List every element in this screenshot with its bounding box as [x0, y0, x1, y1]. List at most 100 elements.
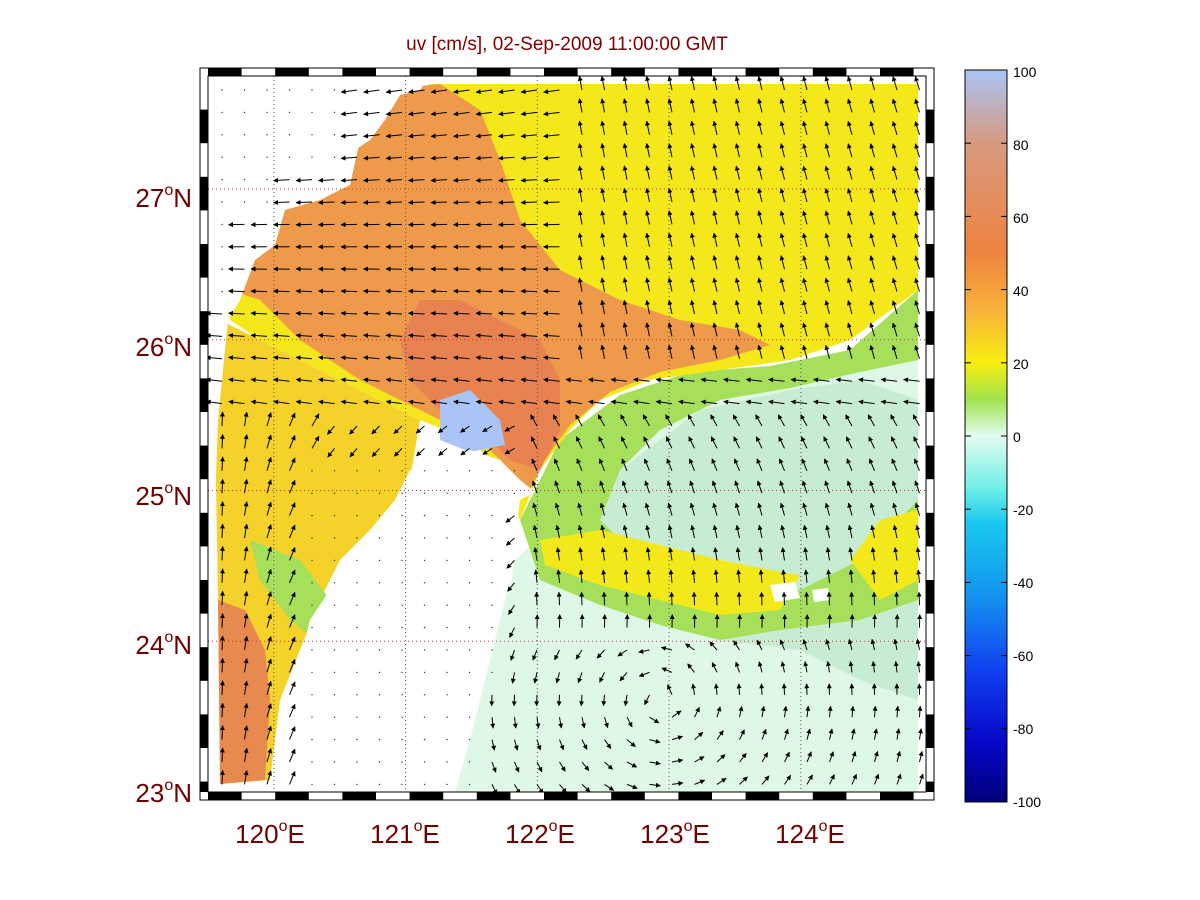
vector-dot	[468, 537, 471, 539]
velocity-arrow	[891, 255, 898, 270]
velocity-arrow	[498, 288, 515, 294]
velocity-arrow	[430, 377, 448, 383]
velocity-arrow	[723, 399, 740, 405]
velocity-arrow	[779, 299, 785, 315]
velocity-arrow	[880, 399, 898, 405]
speed-field	[208, 76, 918, 792]
velocity-arrow	[460, 425, 470, 433]
velocity-arrow	[779, 98, 785, 113]
velocity-arrow	[847, 277, 853, 292]
vector-dot	[446, 559, 448, 562]
velocity-arrow	[604, 739, 612, 749]
vector-dot	[491, 514, 493, 517]
velocity-arrow	[623, 547, 629, 561]
colorbar-label-minus60: -60	[1013, 648, 1033, 664]
velocity-arrow	[243, 546, 249, 561]
vector-dot	[401, 694, 403, 696]
frame-seg-left	[200, 714, 208, 748]
velocity-arrow	[243, 456, 249, 471]
velocity-arrow	[349, 448, 358, 458]
velocity-arrow	[208, 377, 223, 383]
velocity-arrow	[802, 639, 808, 651]
velocity-arrow	[620, 436, 628, 449]
vector-dot	[491, 626, 493, 629]
vector-dot	[266, 89, 268, 91]
frame-seg-right	[926, 378, 934, 412]
velocity-arrow	[914, 344, 920, 359]
speed-region-green-fringe	[250, 540, 330, 640]
frame-seg-left	[200, 311, 208, 345]
velocity-arrow	[757, 344, 763, 359]
velocity-arrow	[408, 111, 425, 117]
velocity-arrow	[745, 399, 763, 405]
velocity-arrow	[823, 436, 830, 449]
velocity-arrow	[408, 89, 425, 95]
velocity-arrow	[565, 399, 583, 405]
velocity-arrow	[633, 399, 650, 405]
velocity-arrow	[845, 436, 853, 449]
velocity-arrow	[453, 111, 470, 117]
velocity-arrow	[847, 76, 853, 91]
vector-dot	[266, 134, 268, 136]
velocity-arrow	[779, 76, 785, 91]
velocity-arrow	[575, 436, 583, 449]
velocity-arrow	[266, 479, 273, 494]
velocity-arrow	[655, 399, 673, 405]
velocity-arrow	[847, 210, 853, 225]
velocity-arrow	[781, 591, 787, 606]
colorbar-label-0: 0	[1013, 429, 1021, 445]
velocity-arrow	[408, 355, 425, 361]
velocity-arrow	[784, 728, 789, 740]
vector-dot	[423, 492, 426, 494]
velocity-arrow	[655, 377, 673, 383]
velocity-arrow	[512, 717, 518, 729]
vector-dot	[423, 671, 426, 674]
velocity-arrow	[669, 591, 675, 606]
velocity-arrow	[869, 165, 875, 180]
vector-dot	[333, 134, 336, 136]
velocity-arrow	[580, 717, 586, 729]
velocity-arrow	[869, 232, 875, 247]
velocity-arrow	[520, 111, 538, 117]
vector-dot	[356, 761, 358, 763]
velocity-arrow	[340, 377, 358, 383]
velocity-arrow	[577, 76, 583, 91]
velocity-arrow	[600, 322, 606, 337]
velocity-arrow	[913, 436, 920, 449]
velocity-arrow	[709, 641, 718, 651]
vector-dot	[333, 582, 336, 584]
frame-seg-bottom	[275, 792, 309, 800]
velocity-arrow	[577, 299, 583, 315]
velocity-arrow	[318, 310, 335, 316]
velocity-arrow	[273, 399, 290, 405]
vector-dot	[288, 156, 291, 158]
velocity-arrow	[896, 750, 902, 763]
vector-dot	[356, 492, 358, 494]
velocity-arrow	[532, 524, 538, 539]
velocity-arrow	[533, 547, 539, 561]
lat-label-24: 24oN	[135, 629, 192, 660]
velocity-arrow	[802, 524, 808, 539]
velocity-arrow	[847, 255, 853, 270]
vector-dot	[311, 89, 313, 91]
velocity-arrow	[734, 255, 740, 270]
velocity-arrow	[891, 188, 898, 203]
velocity-arrow	[689, 277, 695, 292]
velocity-arrow	[847, 143, 853, 158]
velocity-arrow	[453, 333, 470, 339]
frame-seg-left	[200, 580, 208, 614]
velocity-arrow	[803, 547, 809, 561]
velocity-arrow	[520, 155, 538, 161]
velocity-arrow	[453, 355, 470, 361]
velocity-arrow	[914, 143, 920, 158]
velocity-arrow	[828, 728, 834, 740]
vector-dot	[356, 783, 358, 786]
velocity-arrow	[543, 310, 560, 316]
velocity-arrow	[734, 232, 740, 247]
vector-dot	[378, 559, 381, 562]
colorbar-label-minus100: -100	[1013, 794, 1041, 810]
velocity-arrow	[349, 425, 358, 435]
velocity-arrow	[734, 502, 740, 516]
velocity-arrow	[599, 480, 605, 494]
vector-dot	[356, 626, 358, 629]
